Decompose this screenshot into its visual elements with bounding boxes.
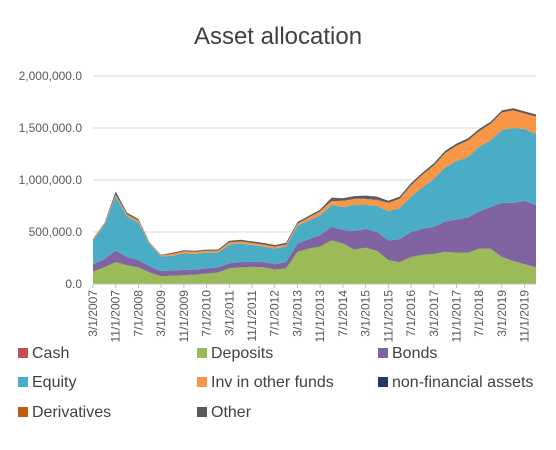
x-tick-label: 11/1/2013 [313,290,327,343]
x-tick-label: 11/1/2011 [245,290,259,342]
x-tick-label: 3/1/2013 [290,290,304,337]
legend-label-non-financial-assets: non-financial assets [392,374,533,391]
x-tick-label: 3/1/2019 [495,290,509,337]
legend-swatch-other [197,407,207,417]
y-tick-label: 1,000,000.0 [19,173,83,187]
legend-label-cash: Cash [32,345,69,362]
chart-title: Asset allocation [194,23,362,50]
legend-swatch-equity [18,377,28,387]
series-area-equity [93,128,536,271]
series-area-bonds [93,200,536,277]
x-tick-label: 7/1/2014 [336,290,350,337]
y-tick-label: 0.0 [65,277,82,291]
legend-swatch-bonds [378,348,388,358]
x-tick-label: 7/1/2012 [268,290,282,337]
x-tick-label: 7/1/2016 [404,290,418,337]
x-tick-label: 3/1/2009 [154,290,168,337]
legend-label-bonds: Bonds [392,345,437,362]
legend-label-inv-in-other-funds: Inv in other funds [211,374,334,391]
series-area-deposits [93,240,536,284]
legend-swatch-deposits [197,348,207,358]
y-tick-label: 2,000,000.0 [19,69,83,83]
axes: 0.0 500,000.0 1,000,000.0 1,500,000.0 2,000,… [19,69,536,343]
x-tick-label: 7/1/2010 [200,290,214,337]
legend-swatch-derivatives [18,407,28,417]
stacked-areas [93,108,536,284]
x-tick-label: 11/1/2007 [109,290,123,343]
x-tick-label: 7/1/2018 [472,290,486,337]
y-tick-label: 1,500,000.0 [19,121,83,135]
x-tick-label: 7/1/2008 [131,290,145,337]
x-tick-label: 3/1/2011 [222,290,236,336]
legend-swatch-cash [18,348,28,358]
legend-label-derivatives: Derivatives [32,404,111,421]
x-tick-label: 3/1/2015 [359,290,373,337]
legend-label-equity: Equity [32,374,76,391]
x-tick-label: 11/1/2019 [518,290,532,343]
legend-label-deposits: Deposits [211,345,273,362]
series-area-inv-in-other-funds [93,110,536,257]
legend: Cash Deposits Bonds Equity Inv in other fund… [18,345,533,421]
legend-label-other: Other [211,404,252,421]
x-tick-label: 11/1/2009 [177,290,191,343]
y-tick-label: 500,000.0 [29,225,83,239]
legend-swatch-inv-in-other-funds [197,377,207,387]
x-tick-label: 3/1/2007 [86,290,100,337]
x-tick-label: 3/1/2017 [427,290,441,337]
x-tick-label: 11/1/2015 [381,290,395,343]
legend-swatch-non-financial-assets [378,377,388,387]
x-tick-label: 11/1/2017 [449,290,463,343]
